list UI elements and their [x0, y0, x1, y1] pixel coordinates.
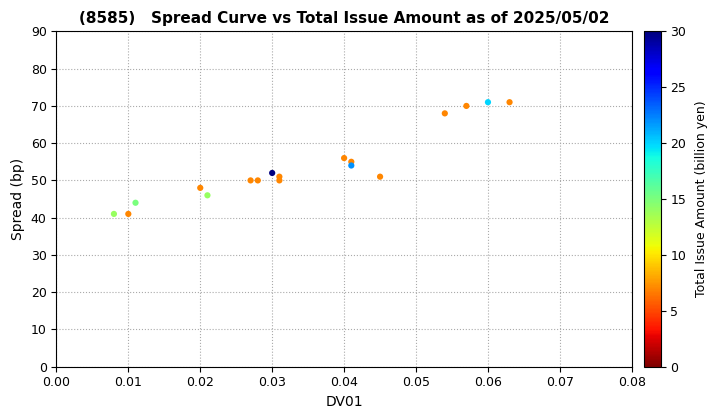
- Point: [194, 184, 206, 191]
- X-axis label: DV01: DV01: [325, 395, 363, 409]
- Point: [122, 210, 134, 217]
- Point: [346, 162, 357, 169]
- Point: [274, 173, 285, 180]
- Point: [374, 173, 386, 180]
- Y-axis label: Spread (bp): Spread (bp): [11, 158, 25, 240]
- Point: [346, 158, 357, 165]
- Point: [461, 102, 472, 109]
- Point: [245, 177, 256, 184]
- Point: [504, 99, 516, 105]
- Y-axis label: Total Issue Amount (billion yen): Total Issue Amount (billion yen): [695, 101, 708, 297]
- Point: [274, 177, 285, 184]
- Point: [338, 155, 350, 161]
- Point: [202, 192, 213, 199]
- Point: [482, 99, 494, 105]
- Title: (8585)   Spread Curve vs Total Issue Amount as of 2025/05/02: (8585) Spread Curve vs Total Issue Amoun…: [79, 11, 609, 26]
- Point: [130, 200, 141, 206]
- Point: [252, 177, 264, 184]
- Point: [439, 110, 451, 117]
- Point: [108, 210, 120, 217]
- Point: [266, 170, 278, 176]
